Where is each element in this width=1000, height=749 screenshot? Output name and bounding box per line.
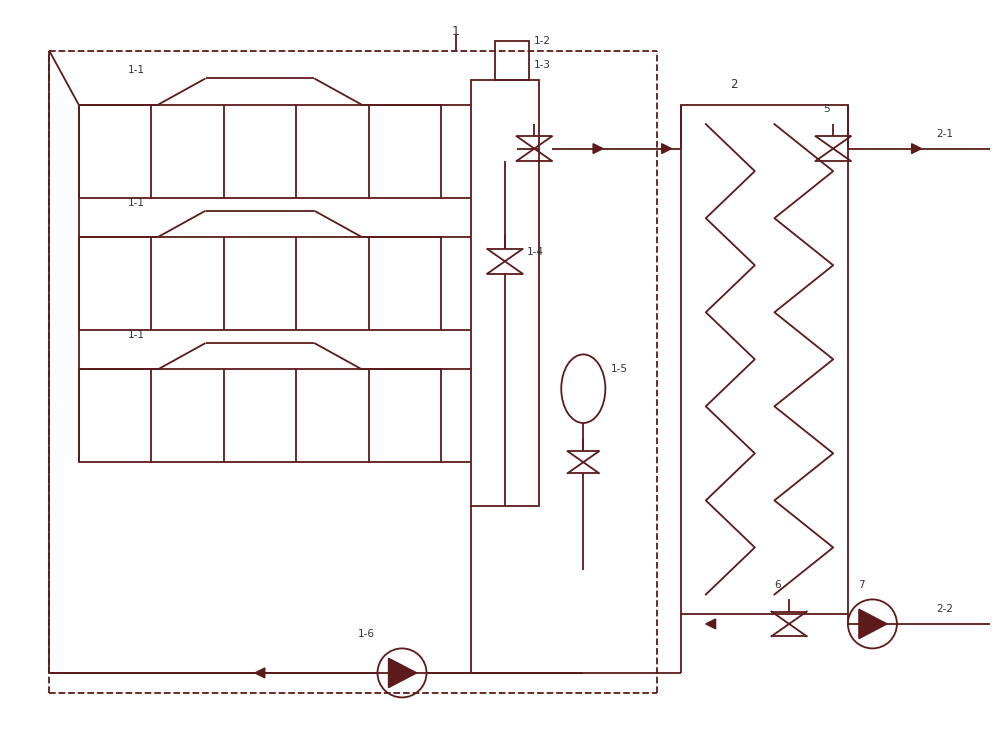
Polygon shape	[859, 609, 887, 639]
Text: 1-1: 1-1	[128, 65, 145, 75]
Polygon shape	[662, 144, 672, 154]
Bar	[79, 369, 441, 462]
Polygon shape	[706, 619, 716, 629]
Text: 2: 2	[730, 79, 738, 91]
Text: 1-1: 1-1	[128, 198, 145, 207]
Text: 1: 1	[452, 25, 460, 37]
Text: 2-2: 2-2	[936, 604, 953, 614]
Text: 1-1: 1-1	[128, 330, 145, 340]
Text: 2-1: 2-1	[936, 129, 953, 139]
Polygon shape	[912, 144, 921, 154]
Polygon shape	[255, 668, 265, 678]
Text: 5: 5	[823, 104, 830, 115]
Text: 1-4: 1-4	[526, 246, 543, 256]
Text: 6: 6	[774, 580, 781, 589]
Bar	[79, 237, 441, 330]
Text: 1-6: 1-6	[358, 628, 375, 639]
Text: 1-2: 1-2	[534, 36, 551, 46]
Bar	[495, 40, 529, 80]
Bar	[79, 105, 441, 198]
Polygon shape	[389, 658, 417, 688]
Text: 7: 7	[858, 580, 864, 589]
Text: 1-3: 1-3	[534, 61, 551, 70]
Polygon shape	[593, 144, 603, 154]
Circle shape	[848, 599, 897, 649]
Bar	[471, 80, 539, 506]
Bar	[681, 105, 848, 614]
Text: 1-5: 1-5	[611, 364, 628, 374]
Circle shape	[378, 649, 427, 697]
